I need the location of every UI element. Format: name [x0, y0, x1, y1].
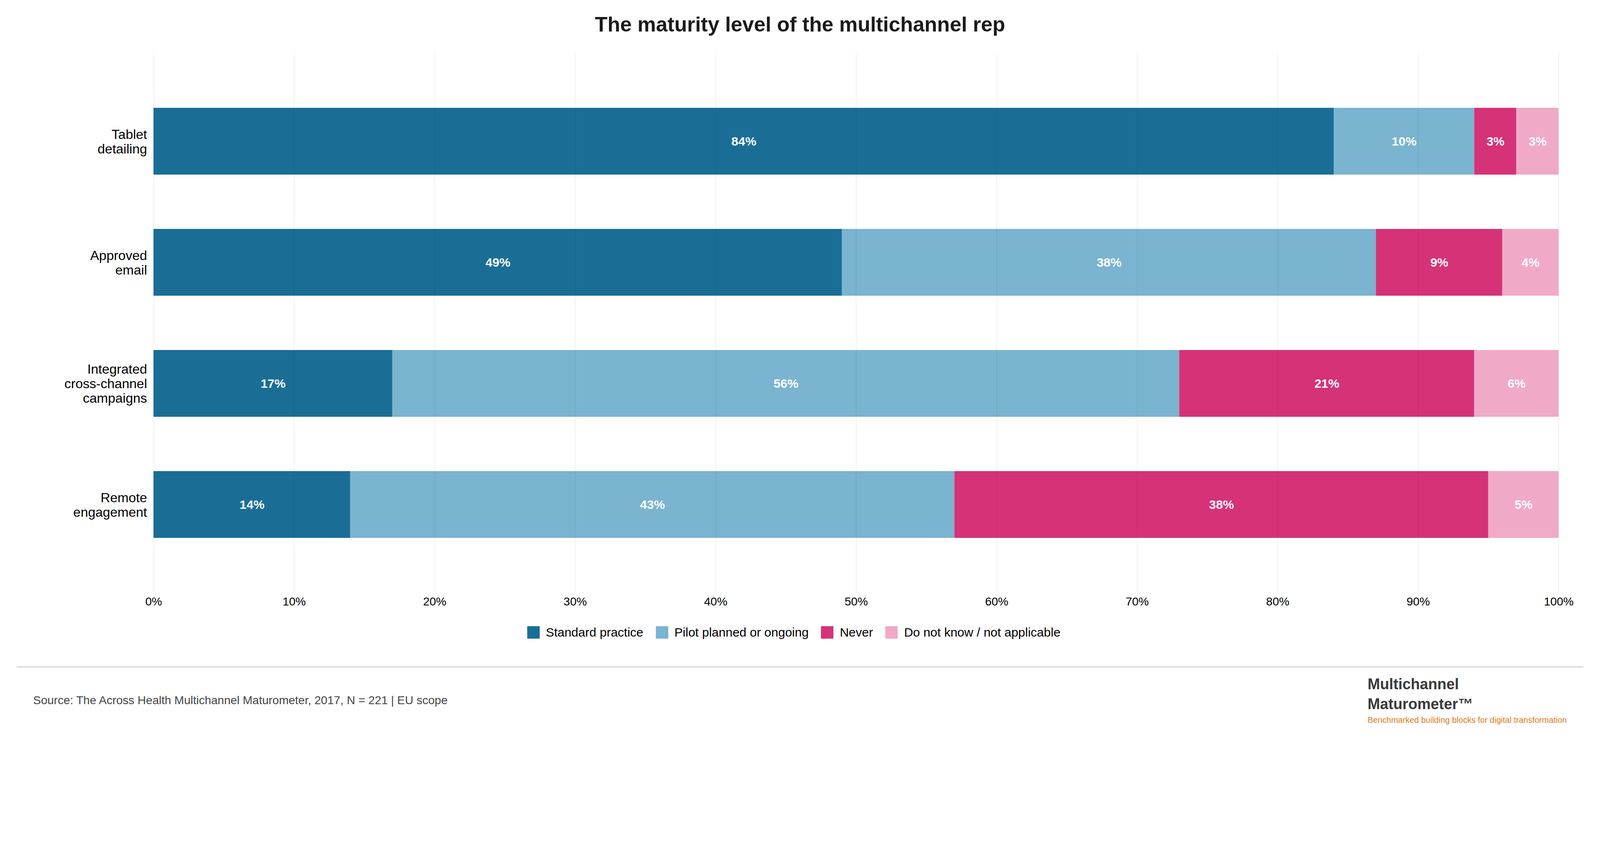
svg-text:4%: 4%: [1521, 255, 1540, 270]
svg-text:90%: 90%: [1406, 595, 1430, 609]
svg-text:84%: 84%: [731, 134, 757, 149]
html-text:The maturity level of the mult: The maturity level of the multichannel r…: [594, 12, 1006, 37]
svg-text:Remoteengagement: Remoteengagement: [73, 490, 148, 520]
svg-text:80%: 80%: [1266, 595, 1290, 609]
svg-text:14%: 14%: [239, 497, 265, 512]
svg-text:30%: 30%: [563, 595, 587, 609]
html-text:Never: Never: [839, 625, 873, 640]
svg-text:17%: 17%: [260, 376, 286, 391]
svg-text:Tabletdetailing: Tabletdetailing: [97, 126, 147, 157]
svg-text:38%: 38%: [1209, 497, 1235, 512]
svg-text:10%: 10%: [282, 595, 306, 609]
svg-text:Approvedemail: Approvedemail: [90, 248, 148, 278]
html-text:Source: The Across Health Mult: Source: The Across Health Multichannel M…: [33, 693, 448, 707]
svg-text:21%: 21%: [1314, 376, 1340, 391]
html-text:Maturometer™: Maturometer™: [1367, 695, 1473, 713]
svg-text:6%: 6%: [1507, 376, 1526, 391]
html-text:Multichannel: Multichannel: [1367, 675, 1459, 693]
svg-text:Integratedcross-channelcampaig: Integratedcross-channelcampaigns: [64, 361, 147, 406]
svg-text:5%: 5%: [1514, 497, 1533, 512]
svg-text:60%: 60%: [985, 595, 1009, 609]
svg-text:20%: 20%: [423, 595, 447, 609]
svg-text:43%: 43%: [640, 497, 665, 512]
svg-text:0%: 0%: [145, 595, 162, 609]
svg-text:50%: 50%: [844, 595, 868, 609]
svg-text:3%: 3%: [1486, 134, 1505, 149]
html-text:Benchmarked building blocks fo: Benchmarked building blocks for digital …: [1367, 715, 1567, 725]
svg-text:56%: 56%: [773, 376, 799, 391]
svg-text:9%: 9%: [1430, 255, 1449, 270]
html-text:Standard practice: Standard practice: [545, 625, 644, 640]
svg-text:70%: 70%: [1125, 595, 1149, 609]
svg-text:40%: 40%: [703, 595, 728, 609]
html-text:Pilot planned or ongoing: Pilot planned or ongoing: [674, 625, 809, 640]
svg-text:100%: 100%: [1543, 595, 1574, 609]
svg-text:3%: 3%: [1528, 134, 1547, 149]
html-text:Do not know / not applicable: Do not know / not applicable: [904, 625, 1061, 640]
svg-text:10%: 10%: [1391, 134, 1417, 149]
svg-text:38%: 38%: [1096, 255, 1122, 270]
svg-text:49%: 49%: [485, 255, 511, 270]
